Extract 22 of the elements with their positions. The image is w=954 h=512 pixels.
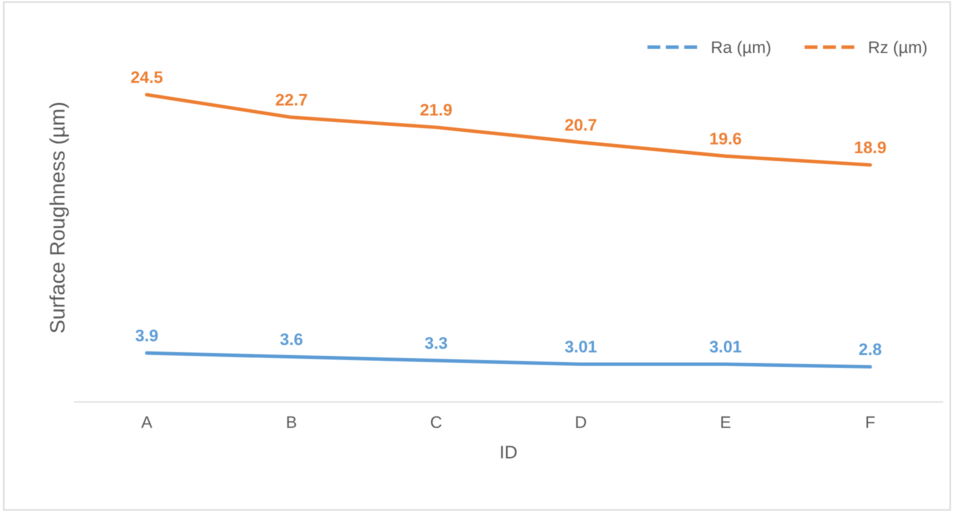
data-label: 3.3 bbox=[424, 337, 448, 349]
data-label: 3.01 bbox=[710, 340, 742, 353]
data-label: 2.8 bbox=[859, 343, 882, 356]
data-label: 18.9 bbox=[855, 142, 886, 154]
x-tick-label: D bbox=[576, 416, 586, 428]
data-label: 19.6 bbox=[710, 132, 742, 145]
x-tick-label: E bbox=[721, 416, 730, 428]
x-tick-label: F bbox=[866, 416, 875, 428]
x-tick-label: C bbox=[430, 416, 442, 428]
x-axis-title: ID bbox=[501, 446, 517, 458]
x-tick-label: B bbox=[287, 416, 296, 428]
data-label: 3.01 bbox=[564, 340, 597, 353]
data-label: 20.7 bbox=[565, 118, 596, 131]
data-label: 24.5 bbox=[131, 71, 163, 84]
data-label: 3.9 bbox=[136, 330, 158, 342]
data-label: 21.9 bbox=[420, 104, 452, 116]
legend-label: Rz (µm) bbox=[869, 40, 927, 56]
data-label: 22.7 bbox=[276, 94, 307, 106]
x-tick-label: A bbox=[141, 416, 152, 428]
legend-label: Ra (µm) bbox=[712, 40, 770, 56]
y-axis-title: Surface Roughness (µm) bbox=[49, 102, 69, 333]
data-label: 3.6 bbox=[280, 333, 302, 346]
